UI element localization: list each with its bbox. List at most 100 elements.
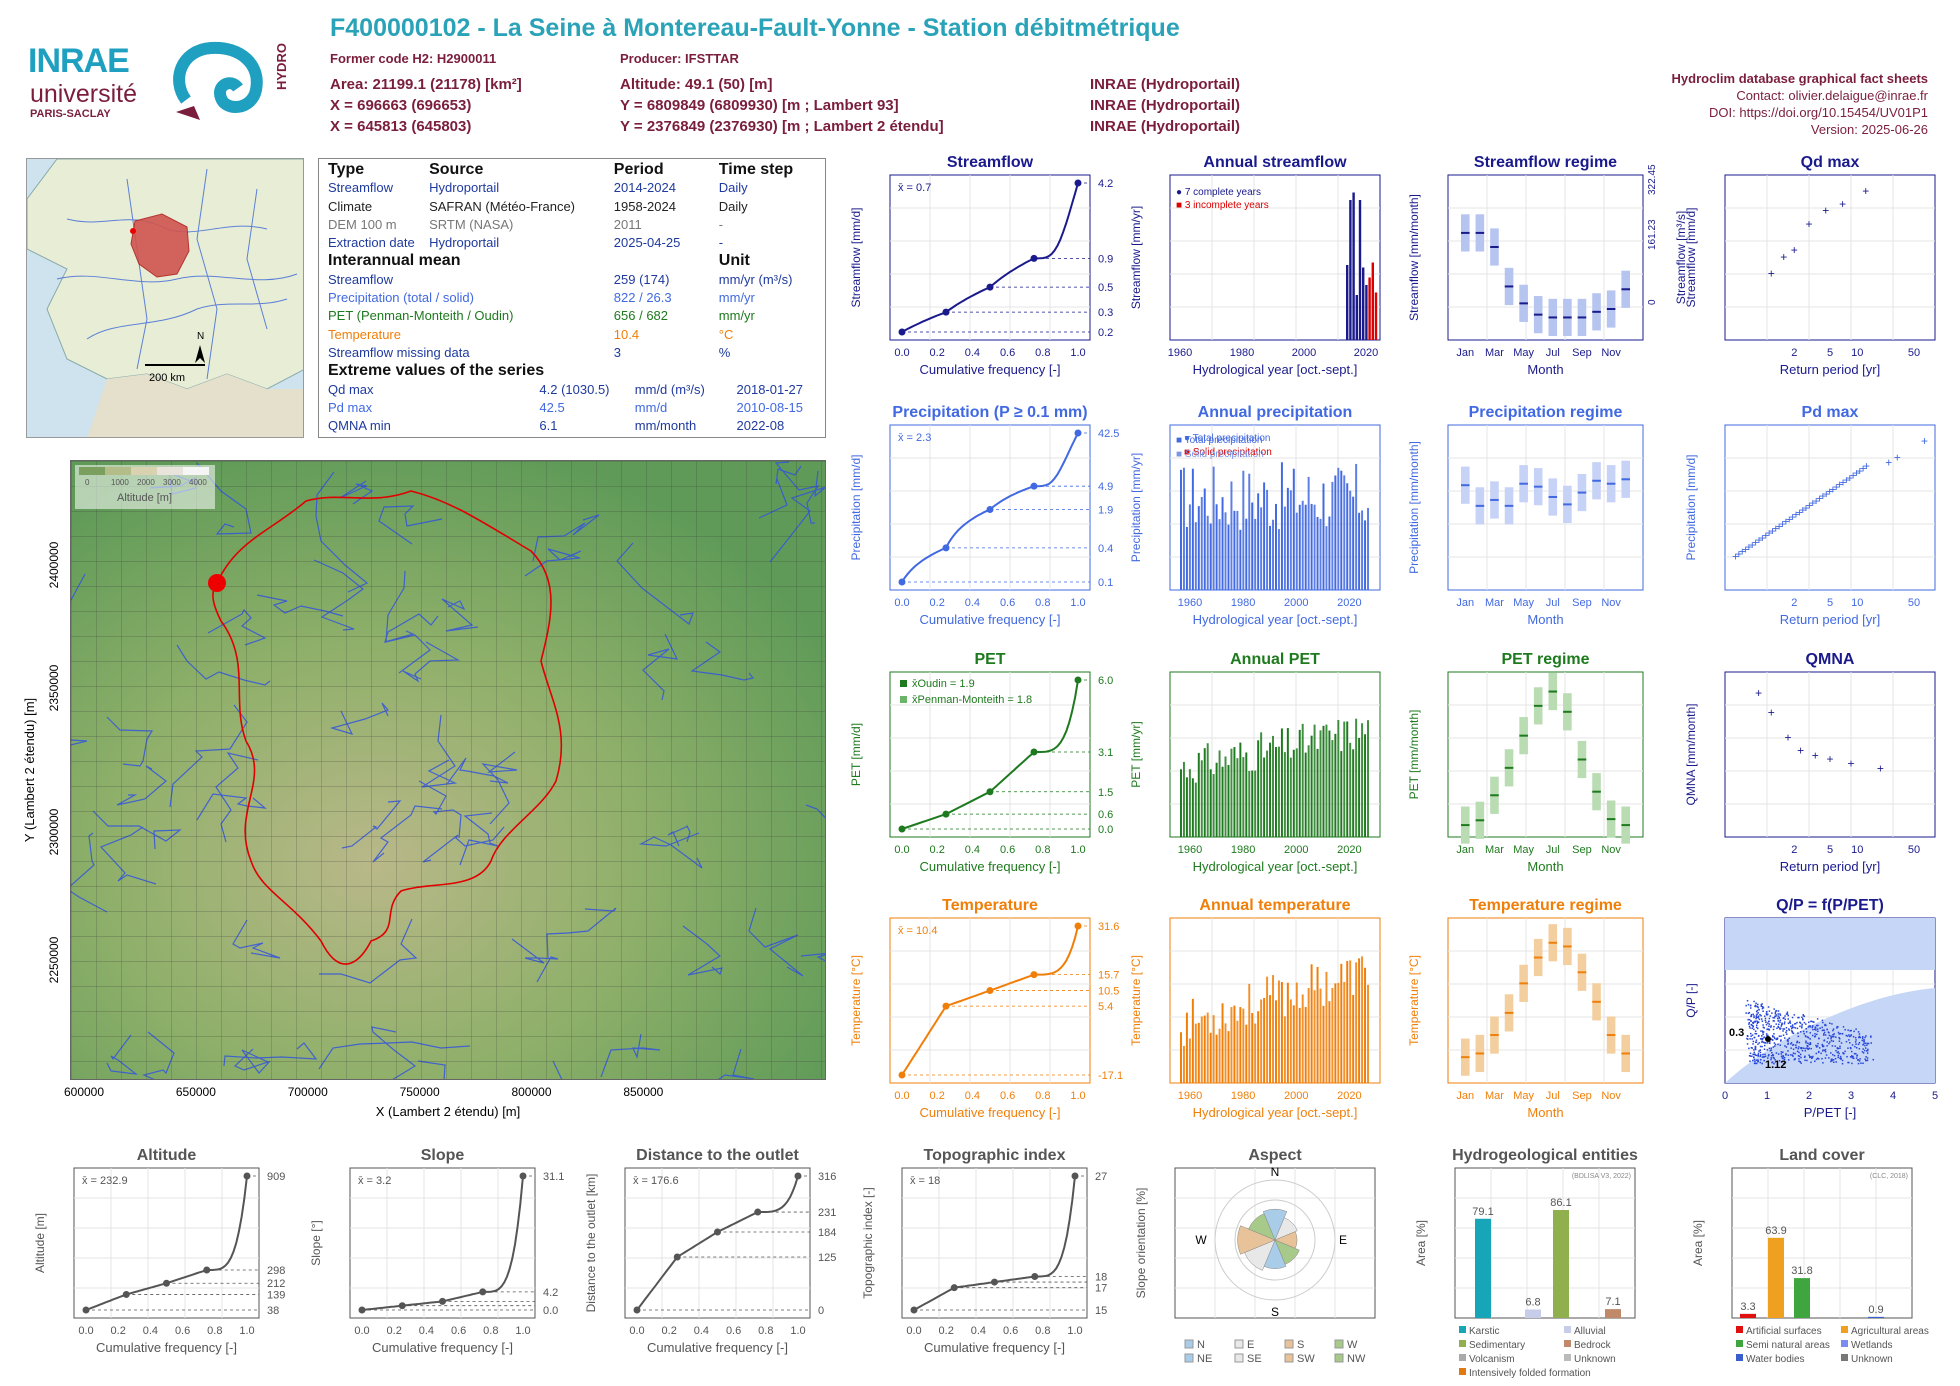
- year-bar: [1319, 988, 1322, 1083]
- quantile-point: [673, 1253, 681, 1261]
- legend-entry: Semi natural areas: [1746, 1340, 1830, 1351]
- qp-point: [1784, 1015, 1786, 1017]
- qp-point: [1865, 1059, 1867, 1062]
- year-bar: [1358, 512, 1361, 590]
- year-bar: [1236, 1020, 1239, 1083]
- year-bar: [1289, 490, 1292, 590]
- qp-point: [1852, 1035, 1855, 1038]
- year-bar: [1245, 1024, 1248, 1083]
- source-row-c: 2025-04-25: [613, 235, 681, 251]
- right-tick: 31.1: [543, 1171, 564, 1183]
- source-row-a: Streamflow: [328, 180, 394, 196]
- freq-point: +: [1756, 533, 1763, 547]
- quantile-point: [986, 788, 994, 796]
- chart-title: PET regime: [1501, 651, 1589, 668]
- plot-frame: [624, 1167, 811, 1319]
- year-bar: [1346, 265, 1349, 340]
- freq-point: +: [1860, 462, 1867, 476]
- year-bar: [1283, 752, 1286, 837]
- legend-entry: x̄Oudin = 1.9: [912, 678, 975, 690]
- freq-point: +: [1805, 217, 1812, 231]
- qp-point: [1757, 1012, 1759, 1014]
- category-bar: [1525, 1309, 1541, 1318]
- qp-point: [1811, 1057, 1813, 1060]
- chart-qd_max: Qd max Return period [yr] Streamflow [mm/d…: [1684, 154, 1936, 377]
- year-bar: [1266, 750, 1269, 837]
- qp-point: [1823, 1031, 1826, 1034]
- plot-frame: [1169, 174, 1381, 341]
- right-tick: 139: [267, 1289, 285, 1301]
- x-tick: Mar: [1485, 347, 1504, 359]
- year-bar: [1257, 740, 1260, 837]
- y-axis-label: Precipitation [mm/month]: [1407, 441, 1421, 574]
- quantile-point: [1074, 429, 1082, 437]
- qp-point: [1755, 1015, 1758, 1018]
- qp-point: [1831, 1045, 1834, 1047]
- year-bar: [1221, 497, 1224, 590]
- qp-point: [1795, 1046, 1798, 1049]
- qp-point: [1754, 1048, 1757, 1051]
- compass-label: W: [1195, 1233, 1207, 1247]
- qp-point: [1787, 1018, 1789, 1020]
- year-bar: [1337, 720, 1340, 837]
- qp-point: [1866, 1052, 1869, 1054]
- qp-point: [1757, 1054, 1759, 1056]
- x-axis-label: Cumulative frequency [-]: [920, 612, 1061, 627]
- qp-mean-point: [1765, 1036, 1771, 1042]
- qp-point: [1851, 1055, 1853, 1057]
- hdr-type: Type: [328, 161, 365, 178]
- x-axis-label: Cumulative frequency [-]: [920, 362, 1061, 377]
- qp-point: [1823, 1034, 1825, 1036]
- qp-point: [1780, 1039, 1782, 1041]
- year-bar: [1352, 496, 1355, 590]
- qp-point: [1778, 1060, 1781, 1062]
- qp-point: [1773, 1017, 1776, 1019]
- qp-point: [1860, 1062, 1862, 1064]
- year-bar: [1277, 980, 1280, 1083]
- year-bar: [1334, 733, 1337, 837]
- legend-swatch: [1564, 1354, 1571, 1361]
- x-tick: 0.8: [207, 1325, 222, 1337]
- qp-point: [1829, 1022, 1831, 1024]
- x-lambert93: X = 696663 (696653): [330, 97, 472, 114]
- scale-label: 200 km: [149, 372, 185, 384]
- qp-point: [1855, 1028, 1857, 1030]
- legend-swatch: [1284, 1353, 1294, 1363]
- qp-point: [1754, 1032, 1756, 1035]
- quantile-point: [439, 1297, 446, 1305]
- qp-point: [1761, 1005, 1764, 1008]
- qp-point: [1770, 1038, 1773, 1040]
- qp-point: [1790, 1042, 1793, 1044]
- freq-point: +: [1791, 243, 1798, 257]
- x-tick: 0.2: [939, 1325, 954, 1337]
- quantile-point: [991, 1278, 998, 1286]
- qp-point: [1837, 1031, 1840, 1034]
- chart-annual_precip: Annual precipitation Hydrological year [o…: [1129, 404, 1381, 627]
- year-bar: [1349, 200, 1352, 340]
- y-axis-label: Q/P [-]: [1684, 983, 1698, 1017]
- qp-point: [1818, 1058, 1820, 1060]
- qp-point: [1863, 1042, 1865, 1045]
- qp-point: [1778, 1017, 1781, 1019]
- qp-point: [1844, 1050, 1846, 1053]
- chart-distance_cdf: Distance to the outlet Cumulative frequen…: [584, 1147, 836, 1355]
- extreme-row-c: 42.5: [539, 399, 565, 415]
- right-tick: 1.5: [1098, 787, 1113, 799]
- qp-point: [1788, 1029, 1791, 1031]
- year-bar: [1365, 285, 1368, 340]
- qp-point: [1759, 1045, 1762, 1048]
- qp-point: [1866, 1050, 1868, 1052]
- x-tick: May: [1513, 844, 1534, 856]
- year-bar: [1182, 467, 1185, 590]
- qp-point: [1848, 1039, 1850, 1041]
- right-tick: 212: [267, 1278, 285, 1290]
- quantile-point: [633, 1306, 641, 1314]
- x-tick: 50: [1908, 844, 1920, 856]
- qp-point: [1757, 1060, 1759, 1062]
- qp-point: [1764, 1019, 1767, 1022]
- qp-point: [1808, 1047, 1810, 1050]
- qp-point: [1820, 1052, 1822, 1055]
- year-bar: [1355, 295, 1358, 340]
- source-row: Streamflow Hydroportail 2014-2024 Daily: [328, 179, 816, 197]
